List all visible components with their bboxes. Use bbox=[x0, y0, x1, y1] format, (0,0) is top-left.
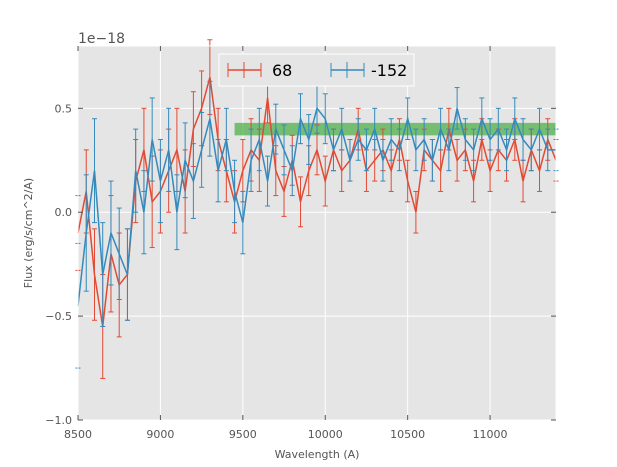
legend-label: 68 bbox=[272, 61, 292, 80]
series-layer bbox=[75, 39, 559, 421]
y-tick-label: 0.5 bbox=[55, 102, 73, 115]
y-tick-label: 0.0 bbox=[55, 206, 73, 219]
y-tick-label: −1.0 bbox=[45, 414, 72, 427]
legend: 68 -152 bbox=[218, 53, 415, 87]
x-axis-label: Wavelength (A) bbox=[275, 448, 360, 461]
band-layer bbox=[234, 122, 556, 136]
x-tick-label: 9500 bbox=[229, 428, 257, 441]
ticks: 8500 9000 9500 10000 10500 11000 −1.0 −0.5 0.0 0.… bbox=[45, 46, 556, 441]
highlight-band bbox=[234, 122, 556, 136]
x-tick-label: 9000 bbox=[146, 428, 174, 441]
x-tick-label: 10500 bbox=[390, 428, 425, 441]
series-line bbox=[77, 77, 557, 327]
y-axis-label: Flux (erg/s/cm^2/A) bbox=[22, 178, 35, 288]
series-line bbox=[77, 106, 556, 306]
y-offset-label: 1e−18 bbox=[78, 31, 125, 47]
y-tick-label: −0.5 bbox=[45, 310, 72, 323]
legend-label: -152 bbox=[371, 61, 407, 80]
plot-frame bbox=[77, 45, 557, 421]
x-tick-label: 11000 bbox=[473, 428, 508, 441]
x-tick-label: 10000 bbox=[308, 428, 343, 441]
x-tick-label: 8500 bbox=[64, 428, 92, 441]
series-blue bbox=[75, 80, 559, 369]
